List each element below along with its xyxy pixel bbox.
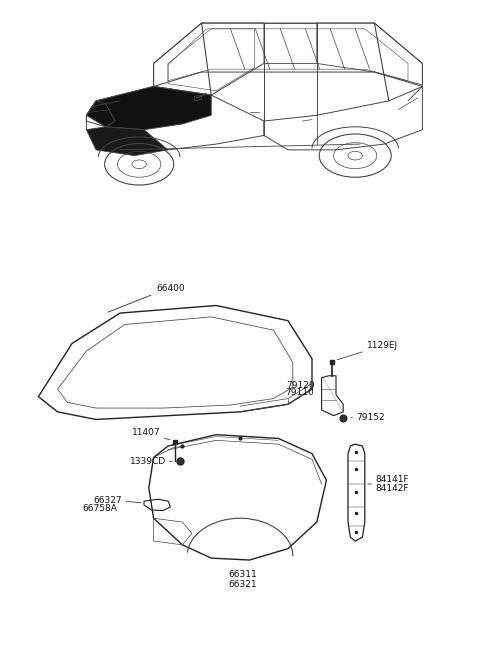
Text: 66758A: 66758A xyxy=(83,504,118,514)
Text: 84141F: 84141F xyxy=(375,475,409,484)
Polygon shape xyxy=(86,86,211,130)
Text: 1129EJ: 1129EJ xyxy=(367,341,398,350)
Polygon shape xyxy=(86,127,168,156)
Text: 79120: 79120 xyxy=(286,381,314,390)
Text: 66311: 66311 xyxy=(228,569,257,578)
Text: 79152: 79152 xyxy=(356,413,385,422)
Text: 11407: 11407 xyxy=(132,428,161,436)
Text: 66400: 66400 xyxy=(156,284,185,293)
Text: 84142F: 84142F xyxy=(375,484,409,493)
Text: 1339CD: 1339CD xyxy=(130,457,166,466)
Text: 66327: 66327 xyxy=(94,495,122,504)
Text: 79110: 79110 xyxy=(286,388,314,398)
Text: 66321: 66321 xyxy=(228,580,257,589)
